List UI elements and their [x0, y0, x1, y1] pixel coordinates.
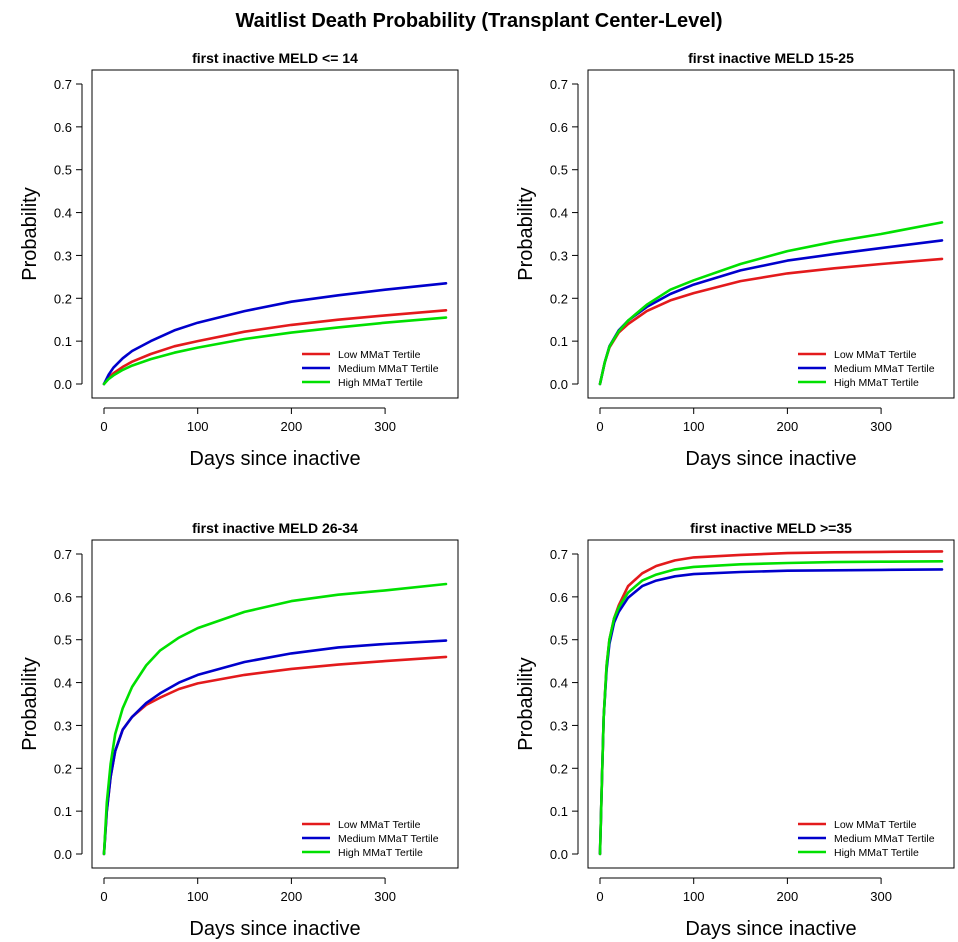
y-tick-label: 0.7	[54, 547, 72, 562]
x-tick-label: 200	[777, 419, 799, 434]
y-tick-label: 0.3	[54, 248, 72, 263]
x-tick-label: 200	[281, 889, 303, 904]
legend-label: Low MMaT Tertile	[338, 819, 421, 831]
series-line-2	[102, 281, 448, 386]
y-tick-label: 0.0	[54, 847, 72, 862]
x-tick-label: 100	[187, 889, 209, 904]
legend-label: Low MMaT Tertile	[834, 349, 917, 361]
y-tick-label: 0.1	[54, 334, 72, 349]
y-tick-label: 0.2	[550, 761, 568, 776]
y-tick-label: 0.4	[54, 676, 72, 691]
x-tick-label: 100	[187, 419, 209, 434]
y-tick-label: 0.7	[54, 77, 72, 92]
y-tick-label: 0.6	[550, 590, 568, 605]
y-tick-label: 0.6	[54, 590, 72, 605]
x-tick-label: 100	[683, 889, 705, 904]
x-tick-label: 0	[100, 889, 107, 904]
plot-frame	[91, 539, 459, 869]
x-tick-label: 100	[683, 419, 705, 434]
y-tick-label: 0.4	[550, 676, 568, 691]
y-tick-label: 0.6	[54, 120, 72, 135]
y-tick-label: 0.0	[54, 377, 72, 392]
y-tick-label: 0.3	[550, 718, 568, 733]
chart-panel-2: first inactive MELD 15-25 0.0 0.1 0.2 0.3 0.4…	[515, 50, 955, 470]
series-line-3	[598, 221, 944, 386]
x-tick-label: 300	[870, 419, 892, 434]
series-line-2	[102, 639, 448, 856]
legend-label: Medium MMaT Tertile	[834, 833, 935, 845]
y-axis-label: Probability	[19, 657, 41, 750]
y-tick-label: 0.0	[550, 377, 568, 392]
y-tick-label: 0.5	[54, 163, 72, 178]
x-tick-label: 200	[281, 419, 303, 434]
y-tick-label: 0.4	[54, 206, 72, 221]
x-tick-label: 200	[777, 889, 799, 904]
legend-label: High MMaT Tertile	[834, 847, 919, 859]
legend-label: High MMaT Tertile	[834, 377, 919, 389]
plot-frame	[91, 69, 459, 399]
y-tick-label: 0.5	[550, 163, 568, 178]
panels: first inactive MELD <= 14 0.0 0.1 0.2 0.3 0.4…	[19, 50, 955, 940]
series-line-1	[598, 550, 944, 856]
plot-frame	[587, 539, 955, 869]
y-tick-label: 0.1	[550, 334, 568, 349]
legend-label: Medium MMaT Tertile	[834, 363, 935, 375]
plot-frame	[587, 69, 955, 399]
x-tick-label: 300	[870, 889, 892, 904]
legend-label: Medium MMaT Tertile	[338, 833, 439, 845]
x-axis-label: Days since inactive	[189, 918, 360, 940]
x-axis-label: Days since inactive	[685, 918, 856, 940]
y-axis-label: Probability	[515, 187, 537, 280]
series-line-3	[102, 582, 448, 856]
y-tick-label: 0.2	[54, 761, 72, 776]
y-tick-label: 0.6	[550, 120, 568, 135]
y-tick-label: 0.7	[550, 77, 568, 92]
x-axis-label: Days since inactive	[189, 448, 360, 470]
chart-panel-4: first inactive MELD >=35 0.0 0.1 0.2 0.3 0.4 0…	[515, 520, 955, 940]
legend-label: Medium MMaT Tertile	[338, 363, 439, 375]
chart-panel-3: first inactive MELD 26-34 0.0 0.1 0.2 0.3 0.4…	[19, 520, 459, 940]
x-tick-label: 300	[374, 419, 396, 434]
y-tick-label: 0.1	[550, 804, 568, 819]
panel-title: first inactive MELD <= 14	[192, 50, 358, 66]
legend-label: High MMaT Tertile	[338, 847, 423, 859]
x-tick-label: 300	[374, 889, 396, 904]
series-line-2	[598, 568, 944, 856]
y-tick-label: 0.3	[550, 248, 568, 263]
chart-panel-1: first inactive MELD <= 14 0.0 0.1 0.2 0.3 0.4…	[19, 50, 459, 470]
y-tick-label: 0.4	[550, 206, 568, 221]
x-axis-label: Days since inactive	[685, 448, 856, 470]
figure-title: Waitlist Death Probability (Transplant C…	[235, 10, 722, 32]
y-tick-label: 0.0	[550, 847, 568, 862]
y-tick-label: 0.5	[54, 633, 72, 648]
y-tick-label: 0.2	[550, 291, 568, 306]
panel-title: first inactive MELD 15-25	[688, 50, 854, 66]
legend-label: Low MMaT Tertile	[834, 819, 917, 831]
series-line-1	[102, 308, 448, 386]
panel-title: first inactive MELD >=35	[690, 520, 852, 536]
y-tick-label: 0.3	[54, 718, 72, 733]
legend-label: High MMaT Tertile	[338, 377, 423, 389]
y-tick-label: 0.5	[550, 633, 568, 648]
x-tick-label: 0	[100, 419, 107, 434]
y-axis-label: Probability	[515, 657, 537, 750]
panel-title: first inactive MELD 26-34	[192, 520, 358, 536]
y-tick-label: 0.7	[550, 547, 568, 562]
y-tick-label: 0.1	[54, 804, 72, 819]
y-axis-label: Probability	[19, 187, 41, 280]
x-tick-label: 0	[596, 419, 603, 434]
y-tick-label: 0.2	[54, 291, 72, 306]
legend-label: Low MMaT Tertile	[338, 349, 421, 361]
series-line-3	[102, 316, 448, 386]
series-line-3	[598, 559, 944, 856]
x-tick-label: 0	[596, 889, 603, 904]
